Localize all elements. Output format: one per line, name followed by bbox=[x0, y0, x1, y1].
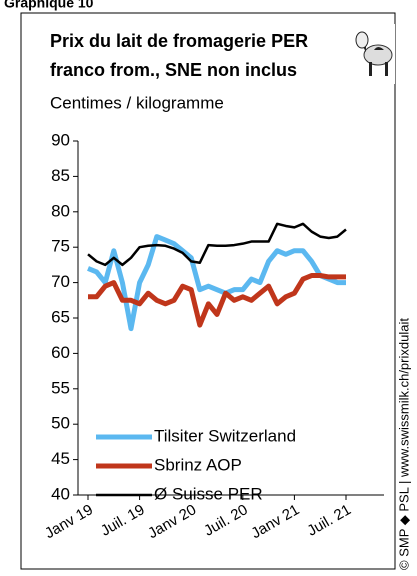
x-tick-label: Janv 21 bbox=[248, 501, 302, 542]
x-tick-label: Juil. 21 bbox=[304, 501, 354, 539]
y-tick-label: 75 bbox=[51, 237, 70, 256]
y-tick-label: 50 bbox=[51, 414, 70, 433]
y-tick-label: 90 bbox=[51, 130, 70, 149]
chart-title: Prix du lait de fromagerie PER bbox=[50, 31, 308, 51]
source: © SMP ◆ PSL | www.swissmilk.ch/prixdulai… bbox=[396, 318, 411, 570]
y-tick-label: 80 bbox=[51, 201, 70, 220]
y-tick-label: 45 bbox=[51, 449, 70, 468]
legend-label: Tilsiter Switzerland bbox=[154, 426, 296, 445]
legend-label: Ø Suisse PER bbox=[154, 484, 263, 503]
chart-title: franco from., SNE non inclus bbox=[50, 60, 297, 80]
series-line bbox=[87, 234, 346, 332]
y-tick-label: 70 bbox=[51, 272, 70, 291]
series-line bbox=[87, 222, 347, 267]
x-tick-label: Janv 20 bbox=[145, 501, 199, 542]
subtitle: Centimes / kilogramme bbox=[50, 93, 224, 112]
x-tick-label: Janv 19 bbox=[42, 501, 96, 542]
y-tick-label: 65 bbox=[51, 307, 70, 326]
x-tick-label: Juil. 19 bbox=[98, 501, 148, 539]
legend-label: Sbrinz AOP bbox=[154, 455, 242, 474]
x-tick-label: Juil. 20 bbox=[201, 501, 251, 539]
y-tick-label: 55 bbox=[51, 378, 70, 397]
figure-label: Graphique 10 bbox=[4, 0, 94, 11]
y-tick-label: 85 bbox=[51, 166, 70, 185]
cow-icon bbox=[353, 24, 395, 84]
frame bbox=[20, 12, 396, 570]
y-tick-label: 40 bbox=[51, 484, 70, 503]
series-line bbox=[88, 273, 346, 328]
y-tick-label: 60 bbox=[51, 343, 70, 362]
